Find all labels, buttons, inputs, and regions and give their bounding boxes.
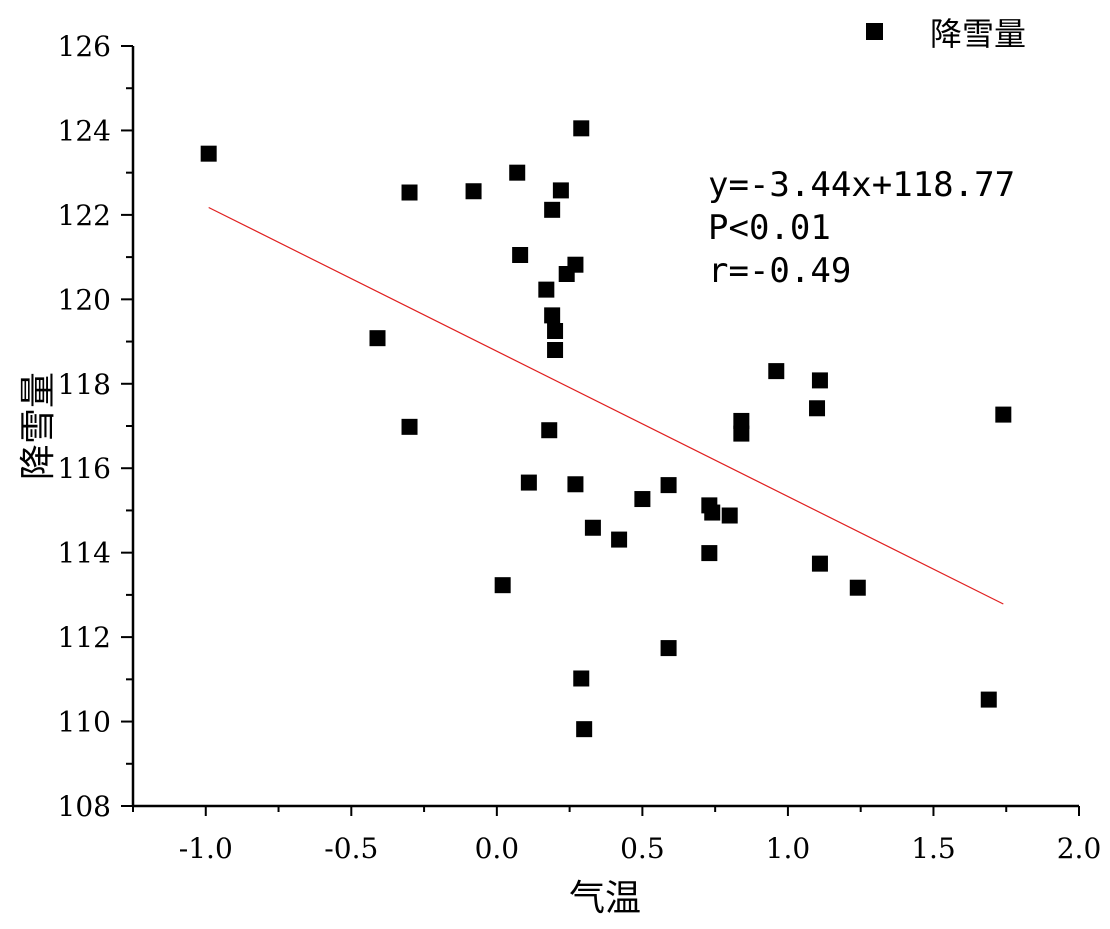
data-point	[576, 721, 593, 738]
data-point	[558, 266, 575, 282]
data-point	[401, 184, 418, 201]
data-point	[541, 422, 558, 439]
x-tick-label: -1.0	[179, 832, 233, 865]
y-tick-label: 108	[58, 790, 111, 823]
x-tick-label: 0.5	[620, 832, 665, 865]
y-tick-label: 116	[58, 452, 111, 485]
data-point	[573, 120, 590, 137]
regression-line	[208, 206, 1004, 605]
data-point	[494, 577, 511, 594]
data-point	[733, 425, 750, 442]
x-tick-label: 1.5	[911, 832, 956, 865]
y-axis-title: 降雪量	[18, 372, 59, 480]
y-tick-labels: 108 110 112 114 116 118 120 122 124 126	[58, 30, 111, 823]
x-axis-title: 气温	[569, 878, 641, 919]
p-value-label: P<0.01	[708, 208, 831, 248]
data-point	[200, 145, 217, 162]
data-point	[520, 474, 537, 491]
data-point	[634, 491, 651, 508]
legend-label: 降雪量	[930, 15, 1026, 53]
y-tick-label: 120	[58, 283, 111, 316]
data-point	[538, 281, 555, 298]
data-point	[995, 406, 1012, 423]
data-point	[811, 372, 828, 389]
tick-marks	[121, 45, 1080, 816]
data-point	[701, 545, 718, 562]
y-tick-label: 122	[58, 199, 111, 232]
regression-equation: y=-3.44x+118.77	[708, 165, 1015, 205]
x-tick-label: 1.0	[766, 832, 811, 865]
data-point	[401, 418, 418, 435]
data-point	[547, 342, 564, 358]
correlation-label: r=-0.49	[708, 251, 851, 291]
data-point	[544, 307, 561, 324]
legend: 降雪量	[866, 15, 1026, 53]
y-tick-label: 124	[58, 114, 111, 147]
data-point	[369, 330, 386, 347]
data-point	[811, 555, 828, 572]
data-point	[721, 507, 738, 524]
y-tick-label: 114	[58, 537, 111, 570]
data-point	[552, 182, 569, 199]
regression-line-layer	[208, 206, 1004, 605]
y-tick-label: 118	[58, 368, 111, 401]
data-point	[567, 476, 584, 493]
data-point	[704, 504, 721, 521]
data-point	[611, 531, 628, 548]
data-point	[547, 323, 564, 339]
y-tick-label: 110	[58, 706, 111, 739]
regression-annotation: y=-3.44x+118.77 P<0.01 r=-0.49	[708, 165, 1015, 291]
data-point	[660, 640, 677, 657]
data-point	[465, 183, 482, 200]
data-point	[509, 164, 526, 181]
data-point	[660, 477, 677, 494]
x-tick-labels: -1.0 -0.5 0.0 0.5 1.0 1.5 2.0	[179, 832, 1101, 865]
data-point	[584, 519, 601, 536]
data-point	[733, 412, 750, 429]
data-point	[980, 691, 997, 708]
x-tick-label: 0.0	[475, 832, 520, 865]
data-point	[573, 670, 590, 687]
x-tick-label: -0.5	[324, 832, 378, 865]
data-point	[512, 247, 529, 263]
legend-marker	[866, 23, 883, 40]
data-points	[200, 120, 1012, 738]
axes	[131, 46, 1079, 808]
data-point	[544, 201, 561, 218]
y-tick-label: 126	[58, 30, 111, 63]
x-tick-label: 2.0	[1057, 832, 1102, 865]
y-tick-label: 112	[58, 621, 111, 654]
data-point	[849, 579, 866, 596]
data-point	[768, 363, 785, 380]
data-point	[809, 400, 826, 417]
